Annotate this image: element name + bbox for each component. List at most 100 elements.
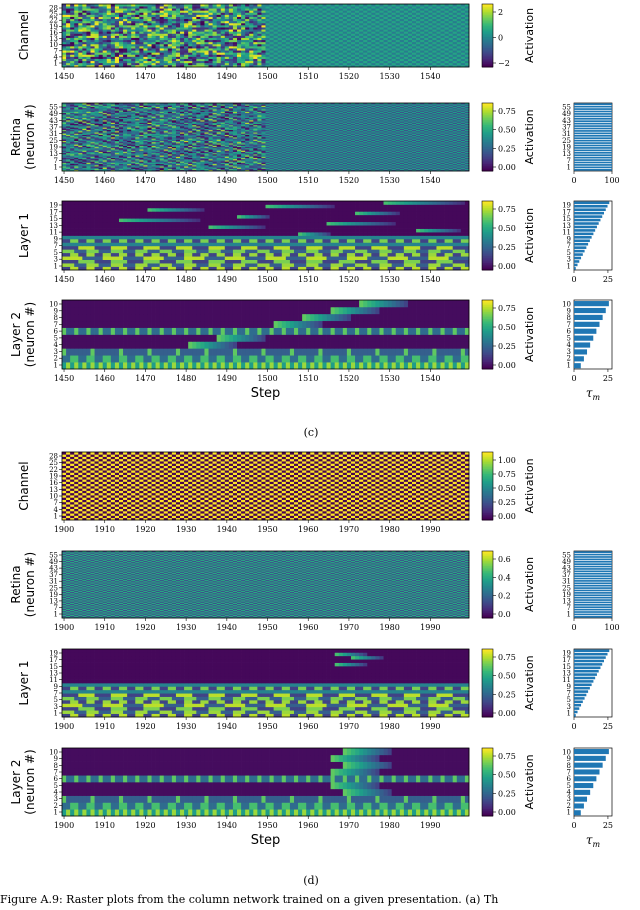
heatmap-cell (404, 33, 408, 35)
heatmap-cell (196, 6, 200, 8)
heatmap-cell (367, 29, 371, 31)
heatmap-cell (245, 29, 249, 31)
heatmap-cell (278, 15, 282, 17)
heatmap-cell (331, 48, 335, 50)
heatmap-cell (152, 40, 156, 42)
heatmap-cell (74, 8, 78, 10)
heatmap-cell (78, 27, 82, 29)
heatmap-cell (200, 21, 204, 23)
x-tick-label: 1480 (176, 72, 196, 81)
heatmap-cell (420, 21, 424, 23)
heatmap-cell (331, 57, 335, 59)
heatmap-cell (322, 61, 326, 63)
heatmap-cell (318, 17, 322, 19)
heatmap-cell (449, 57, 453, 59)
heatmap-cell (213, 57, 217, 59)
heatmap-cell (278, 46, 282, 48)
heatmap-cell (188, 63, 192, 65)
heatmap-cell (282, 33, 286, 35)
heatmap-cell (339, 48, 343, 50)
heatmap-cell (331, 38, 335, 40)
heatmap-cell (221, 61, 225, 63)
heatmap-cell (274, 38, 278, 40)
heatmap-cell (82, 31, 86, 33)
heatmap-cell (355, 31, 359, 33)
heatmap-cell (111, 33, 115, 35)
heatmap-cell (99, 46, 103, 48)
heatmap-cell (135, 27, 139, 29)
heatmap-cell (237, 42, 241, 44)
heatmap-cell (86, 23, 90, 25)
heatmap-cell (355, 50, 359, 52)
heatmap-cell (152, 15, 156, 17)
heatmap-cell (90, 48, 94, 50)
heatmap-cell (290, 31, 294, 33)
heatmap-cell (261, 33, 265, 35)
heatmap-cell (270, 15, 274, 17)
heatmap-cell (432, 15, 436, 17)
heatmap-cell (176, 54, 180, 56)
heatmap-cell (82, 57, 86, 59)
heatmap-cell (282, 63, 286, 65)
heatmap-cell (270, 38, 274, 40)
heatmap-cell (209, 6, 213, 8)
heatmap-cell (318, 27, 322, 29)
heatmap-cell (286, 63, 290, 65)
heatmap-cell (461, 59, 465, 61)
heatmap-cell (152, 17, 156, 19)
heatmap-cell (123, 23, 127, 25)
heatmap-cell (396, 31, 400, 33)
heatmap-cell (314, 6, 318, 8)
heatmap-cell (131, 17, 135, 19)
heatmap-cell (99, 59, 103, 61)
heatmap-cell (347, 40, 351, 42)
heatmap-cell (266, 38, 270, 40)
heatmap-cell (123, 54, 127, 56)
heatmap-cell (188, 25, 192, 27)
heatmap-cell (318, 31, 322, 33)
heatmap-cell (257, 54, 261, 56)
heatmap-cell (74, 17, 78, 19)
heatmap-cell (196, 38, 200, 40)
heatmap-cell (139, 52, 143, 54)
heatmap-cell (266, 19, 270, 21)
heatmap-cell (298, 54, 302, 56)
heatmap-cell (270, 46, 274, 48)
heatmap-cell (302, 57, 306, 59)
heatmap-cell (90, 15, 94, 17)
heatmap-cell (318, 10, 322, 12)
heatmap-cell (156, 15, 160, 17)
heatmap-cell (408, 33, 412, 35)
heatmap-cell (107, 27, 111, 29)
heatmap-cell (131, 23, 135, 25)
heatmap-cell (331, 25, 335, 27)
heatmap-cell (180, 29, 184, 31)
heatmap-cell (290, 27, 294, 29)
heatmap-cell (257, 63, 261, 65)
heatmap-cell (188, 57, 192, 59)
heatmap-cell (70, 21, 74, 23)
heatmap-cell (396, 17, 400, 19)
heatmap-cell (355, 8, 359, 10)
heatmap-cell (351, 52, 355, 54)
heatmap-cell (147, 12, 151, 14)
heatmap-cell (213, 31, 217, 33)
heatmap-cell (355, 10, 359, 12)
heatmap-cell (115, 19, 119, 21)
heatmap-cell (363, 59, 367, 61)
heatmap-cell (82, 29, 86, 31)
heatmap-cell (164, 33, 168, 35)
heatmap-cell (359, 36, 363, 38)
heatmap-cell (156, 17, 160, 19)
heatmap-cell (62, 15, 66, 17)
heatmap-cell (95, 10, 99, 12)
heatmap-cell (152, 25, 156, 27)
heatmap-cell (384, 15, 388, 17)
heatmap-cell (237, 44, 241, 46)
heatmap-cell (400, 61, 404, 63)
heatmap-cell (371, 27, 375, 29)
heatmap-cell (241, 52, 245, 54)
heatmap-cell (412, 6, 416, 8)
heatmap-cell (225, 38, 229, 40)
heatmap-cell (78, 61, 82, 63)
